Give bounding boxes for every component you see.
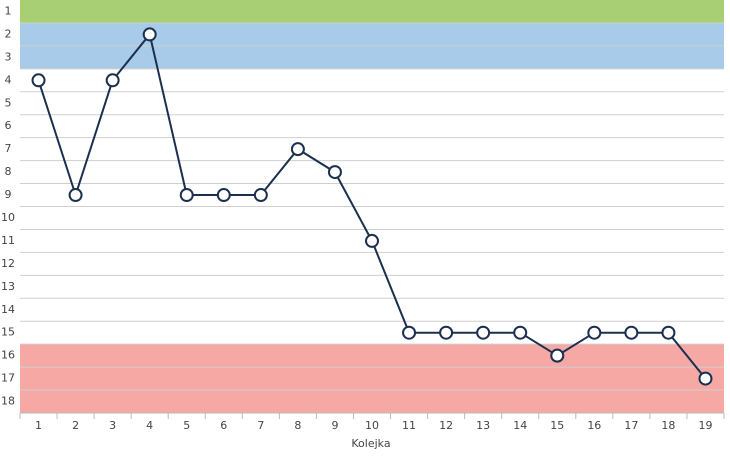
x-tick-label: 18 bbox=[661, 419, 675, 432]
x-tick-label: 9 bbox=[331, 419, 338, 432]
y-tick-label: 15 bbox=[1, 326, 15, 339]
x-tick-label: 8 bbox=[294, 419, 301, 432]
team-marker bbox=[179, 188, 194, 203]
x-tick-label: 19 bbox=[698, 419, 712, 432]
x-tick-label: 10 bbox=[365, 419, 379, 432]
x-tick-label: 7 bbox=[257, 419, 264, 432]
team-marker bbox=[290, 142, 305, 157]
team-marker bbox=[661, 325, 676, 340]
team-marker bbox=[402, 325, 417, 340]
team-marker bbox=[698, 371, 713, 386]
team-marker bbox=[142, 27, 157, 42]
y-tick-label: 17 bbox=[1, 372, 15, 385]
y-tick-label: 12 bbox=[1, 257, 15, 270]
team-marker bbox=[365, 233, 379, 248]
team-marker bbox=[253, 188, 268, 203]
x-tick-label: 16 bbox=[587, 419, 601, 432]
x-tick-label: 1 bbox=[35, 419, 42, 432]
y-tick-label: 1 bbox=[5, 4, 12, 17]
x-tick-label: 5 bbox=[183, 419, 190, 432]
y-tick-label: 16 bbox=[1, 349, 15, 362]
x-tick-label: 3 bbox=[109, 419, 116, 432]
zone bbox=[20, 0, 724, 23]
x-tick-label: 11 bbox=[402, 419, 416, 432]
y-tick-label: 14 bbox=[1, 303, 15, 316]
x-tick-label: 2 bbox=[72, 419, 79, 432]
x-tick-label: 14 bbox=[513, 419, 527, 432]
y-tick-label: 11 bbox=[1, 234, 15, 247]
x-tick-label: 12 bbox=[439, 419, 453, 432]
y-tick-label: 7 bbox=[5, 142, 12, 155]
team-marker bbox=[68, 188, 83, 203]
x-tick-label: 6 bbox=[220, 419, 227, 432]
team-marker bbox=[624, 325, 639, 340]
x-tick-label: 13 bbox=[476, 419, 490, 432]
team-marker bbox=[587, 325, 602, 340]
y-tick-label: 13 bbox=[1, 280, 15, 293]
y-tick-label: 2 bbox=[5, 27, 12, 40]
team-marker bbox=[327, 165, 342, 180]
y-tick-label: 10 bbox=[1, 211, 15, 224]
team-marker bbox=[216, 188, 231, 203]
x-axis-title: Kolejka bbox=[351, 437, 390, 450]
team-marker bbox=[105, 73, 120, 88]
team-marker bbox=[476, 325, 491, 340]
y-tick-label: 8 bbox=[5, 165, 12, 178]
team-marker bbox=[513, 325, 528, 340]
x-tick-label: 15 bbox=[550, 419, 564, 432]
x-tick-label: 17 bbox=[624, 419, 638, 432]
y-tick-label: 3 bbox=[5, 50, 12, 63]
zone bbox=[20, 344, 724, 413]
y-tick-label: 18 bbox=[1, 395, 15, 408]
team-marker bbox=[31, 73, 46, 88]
y-tick-label: 5 bbox=[5, 96, 12, 109]
team-marker bbox=[550, 348, 565, 363]
y-tick-label: 6 bbox=[5, 119, 12, 132]
y-tick-label: 4 bbox=[5, 73, 12, 86]
y-tick-label: 9 bbox=[5, 188, 12, 201]
x-tick-label: 4 bbox=[146, 419, 153, 432]
team-marker bbox=[439, 325, 454, 340]
